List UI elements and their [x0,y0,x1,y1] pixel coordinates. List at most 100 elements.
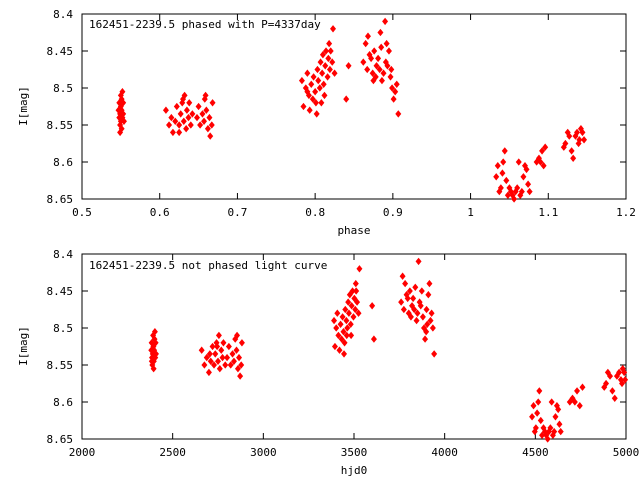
data-point [309,95,316,103]
data-point [206,350,213,358]
data-point [369,302,376,310]
data-point [219,353,226,362]
data-point [499,169,506,177]
data-point [398,298,405,306]
data-point [424,320,431,328]
data-point [570,154,577,162]
data-point [338,335,345,343]
data-point [378,76,385,85]
data-point [503,176,510,185]
data-point [385,47,392,55]
data-point [343,95,350,103]
data-point [418,287,425,295]
data-point [341,339,348,347]
data-point [209,342,216,351]
data-point [207,132,214,140]
data-point [426,279,433,288]
data-point [393,80,400,88]
data-point [211,361,217,369]
data-point [198,346,205,354]
data-point [331,69,338,77]
data-point [581,136,588,144]
data-point [412,283,419,291]
data-point [327,47,334,55]
data-point [319,69,326,77]
data-point [579,128,586,137]
data-point [322,62,329,70]
phased-light-curve-panel: 162451-2239.5 phased with P=4337day phas… [17,8,636,237]
data-point [169,128,176,137]
data-point [497,184,504,192]
data-point [331,316,338,325]
data-point [325,54,332,63]
data-point [162,106,169,114]
data-point [539,431,546,439]
data-point [571,398,578,406]
data-point [548,398,555,406]
data-point [351,294,358,303]
data-point [370,76,377,85]
data-point [547,424,554,432]
data-point [176,128,183,137]
data-point [377,28,384,37]
data-point [611,394,618,402]
data-point [493,173,500,181]
unphased-light-curve-panel: 162451-2239.5 not phased light curve hjd… [17,248,639,477]
data-point [511,195,518,203]
x-tick-label: 1.2 [616,206,636,219]
data-point [186,99,193,107]
data-point [345,298,352,306]
data-point [120,110,127,118]
data-point [151,328,158,336]
data-point [376,65,383,74]
y-tick-label: 8.45 [47,45,74,58]
data-point [345,309,352,317]
data-point [150,365,157,373]
data-point [555,405,562,414]
data-point [368,54,375,63]
data-point [579,383,586,391]
data-point [402,279,409,288]
data-point [562,139,569,148]
data-point [537,158,544,166]
data-point [551,427,558,436]
data-point [556,420,563,428]
data-point [348,331,355,340]
data-point [233,346,240,354]
data-point [355,309,362,317]
data-point [370,335,377,343]
data-point [330,25,337,33]
data-point [344,324,351,332]
x-tick-label: 0.8 [305,206,325,219]
data-point [378,43,385,51]
data-point [227,361,234,369]
data-point [215,357,221,365]
data-point [218,346,225,354]
data-point [321,91,328,100]
data-point [225,342,232,351]
x-tick-label: 3500 [341,446,368,459]
data-point [187,121,194,129]
data-point [536,387,543,395]
data-point [201,361,208,369]
data-point [369,69,376,77]
x-tick-label: 2000 [69,446,96,459]
data-point [317,58,324,66]
data-point [334,309,341,317]
y-tick-label: 8.4 [53,8,73,21]
data-point [413,316,420,325]
data-point [532,424,539,432]
y-tick-label: 8.55 [47,359,74,372]
plot-frame [81,253,627,440]
data-point [230,357,237,365]
data-point [574,387,581,395]
data-point [342,305,349,314]
data-point [316,84,323,92]
data-point [172,117,179,125]
data-point [343,331,350,340]
data-point [324,73,331,81]
data-point [354,298,361,306]
data-point [199,110,206,118]
data-point [201,117,207,125]
